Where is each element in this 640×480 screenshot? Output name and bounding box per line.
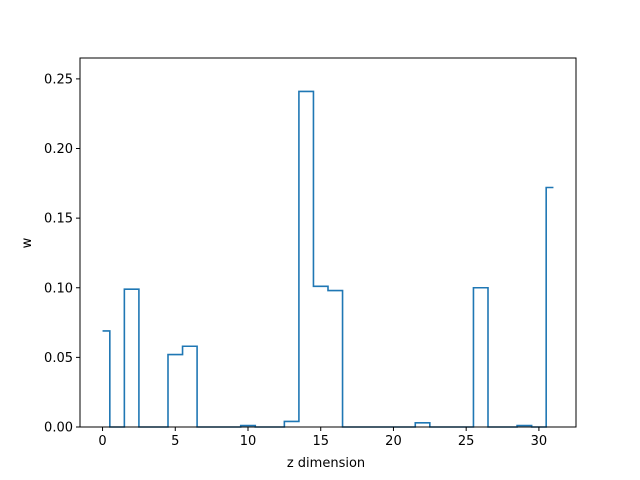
x-tick-label: 25 [458, 434, 475, 449]
x-tick-label: 0 [98, 434, 106, 449]
y-axis-label: w [20, 237, 35, 248]
x-axis: 0 5 10 15 20 25 30 [98, 427, 547, 449]
x-tick-label: 30 [531, 434, 548, 449]
plot-area [79, 57, 577, 428]
series-line [102, 90, 554, 428]
y-tick-label: 0.10 [44, 281, 73, 296]
y-tick-label: 0.05 [44, 351, 73, 366]
axes-frame [79, 57, 577, 428]
x-tick-label: 5 [171, 434, 179, 449]
x-tick-label: 10 [240, 434, 257, 449]
y-tick-label: 0.15 [44, 212, 73, 227]
x-tick-label: 15 [312, 434, 329, 449]
y-tick-label: 0.25 [44, 72, 73, 87]
x-axis-label: z dimension [287, 456, 365, 471]
y-axis: 0.00 0.05 0.10 0.15 0.20 0.25 [44, 72, 80, 436]
y-tick-label: 0.20 [44, 142, 73, 157]
y-tick-label: 0.00 [44, 421, 73, 436]
x-tick-label: 20 [385, 434, 402, 449]
